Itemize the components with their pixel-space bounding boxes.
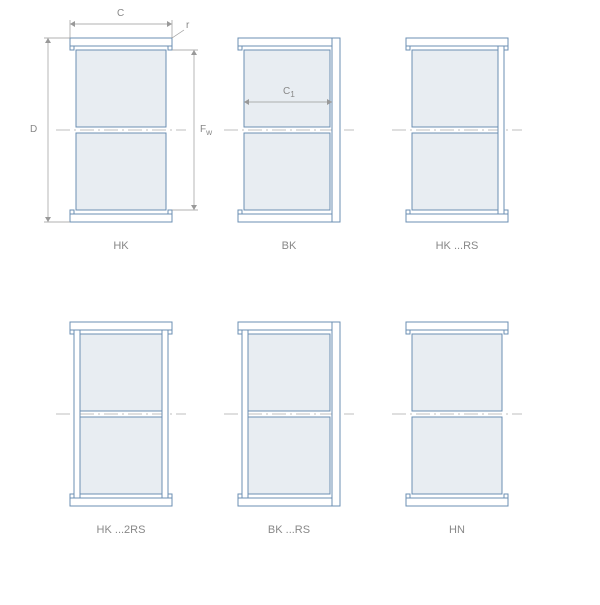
dimension-label: C1 bbox=[283, 86, 295, 99]
dimension-label: r bbox=[186, 20, 189, 31]
diagram-canvas: HK BK HK ...RS HK ...2RS BK ...RS HN C Dr Fw C1 bbox=[0, 0, 600, 600]
bearing-diagram-svg bbox=[0, 0, 600, 600]
bearing-label: HK ...RS bbox=[436, 240, 479, 252]
bearing-label: BK bbox=[282, 240, 297, 252]
bearing-label: HN bbox=[449, 524, 465, 536]
dimension-label: D bbox=[30, 124, 37, 135]
dimension-label: C bbox=[117, 8, 124, 19]
bearing-label: BK ...RS bbox=[268, 524, 310, 536]
bearing-label: HK bbox=[113, 240, 128, 252]
bearing-label: HK ...2RS bbox=[97, 524, 146, 536]
dimension-label: Fw bbox=[200, 124, 212, 137]
